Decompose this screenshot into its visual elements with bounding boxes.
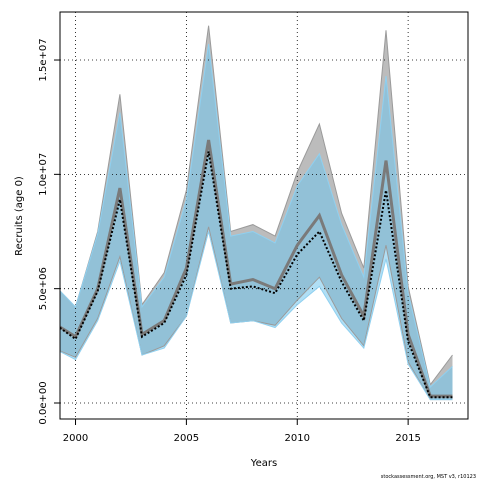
y-tick-label: 0.0e+00	[38, 381, 49, 424]
blue-lower-line	[60, 231, 453, 401]
blue-upper-line	[60, 43, 453, 388]
x-tick-label: 2005	[174, 433, 199, 444]
grey-estimate-line	[60, 139, 453, 398]
series-lines	[60, 25, 453, 401]
blue-confidence-band	[60, 44, 453, 400]
footer-credit: stockassessment.org, MST v3, r10123	[381, 474, 476, 480]
plot-frame	[59, 11, 469, 420]
x-tick-label: 2000	[63, 433, 88, 444]
x-tick-label: 2015	[395, 433, 420, 444]
y-axis-label: Recruits (age 0)	[14, 176, 25, 256]
x-axis: 2000 2005 2010 2015	[63, 419, 421, 444]
y-axis: 0.0e+00 5.0e+06 1.0e+07 1.5e+07	[38, 38, 60, 425]
grey-upper-line	[60, 25, 453, 386]
y-tick-label: 1.5e+07	[38, 38, 49, 81]
y-tick-label: 1.0e+07	[38, 153, 49, 196]
x-tick-label: 2010	[285, 433, 310, 444]
y-tick-label: 5.0e+06	[38, 267, 49, 310]
x-axis-label: Years	[250, 458, 277, 469]
